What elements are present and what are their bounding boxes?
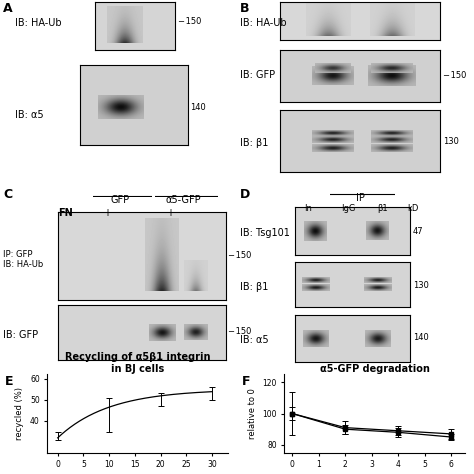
- Text: E: E: [5, 375, 13, 388]
- Text: IB: GFP: IB: GFP: [240, 70, 275, 80]
- Text: IB: α5: IB: α5: [240, 335, 269, 345]
- Text: IB: GFP: IB: GFP: [3, 330, 38, 340]
- Text: C: C: [3, 188, 12, 201]
- Text: 130: 130: [413, 281, 429, 290]
- Text: +: +: [103, 208, 111, 218]
- Text: 47: 47: [413, 228, 424, 237]
- Text: D: D: [240, 188, 250, 201]
- Text: ─ 150: ─ 150: [443, 71, 466, 80]
- Text: IB: α5: IB: α5: [15, 110, 44, 120]
- Text: α5-GFP: α5-GFP: [165, 195, 201, 205]
- Text: F: F: [242, 375, 250, 388]
- Text: kD: kD: [407, 204, 419, 213]
- Text: β1: β1: [378, 204, 388, 213]
- Text: IgG: IgG: [341, 204, 355, 213]
- Text: 140: 140: [413, 334, 429, 343]
- Text: IB: β1: IB: β1: [240, 282, 268, 292]
- Text: IP: GFP
IB: HA-Ub: IP: GFP IB: HA-Ub: [3, 250, 43, 269]
- Y-axis label: relative to 0: relative to 0: [248, 388, 257, 439]
- Text: ─: ─: [197, 208, 203, 218]
- Text: ─: ─: [135, 208, 141, 218]
- Text: IB: Tsg101: IB: Tsg101: [240, 228, 290, 238]
- Text: A: A: [3, 2, 13, 15]
- Title: α5-GFP degradation: α5-GFP degradation: [319, 364, 429, 374]
- Text: B: B: [240, 2, 249, 15]
- Text: IP: IP: [356, 193, 365, 203]
- Text: ─ 150: ─ 150: [178, 18, 201, 27]
- Text: 130: 130: [443, 137, 459, 146]
- Text: ─ 150: ─ 150: [228, 328, 251, 337]
- Text: IB: HA-Ub: IB: HA-Ub: [240, 18, 287, 28]
- Y-axis label: recycled (%): recycled (%): [16, 387, 25, 440]
- Text: 140: 140: [190, 102, 206, 111]
- Text: ─ 150: ─ 150: [228, 250, 251, 259]
- Text: In: In: [304, 204, 312, 213]
- Text: IB: β1: IB: β1: [240, 138, 268, 148]
- Title: Recycling of α5β1 integrin
in BJ cells: Recycling of α5β1 integrin in BJ cells: [65, 352, 210, 374]
- Text: +: +: [166, 208, 174, 218]
- Text: IB: HA-Ub: IB: HA-Ub: [15, 18, 62, 28]
- Text: GFP: GFP: [110, 195, 129, 205]
- Text: FN: FN: [58, 208, 73, 218]
